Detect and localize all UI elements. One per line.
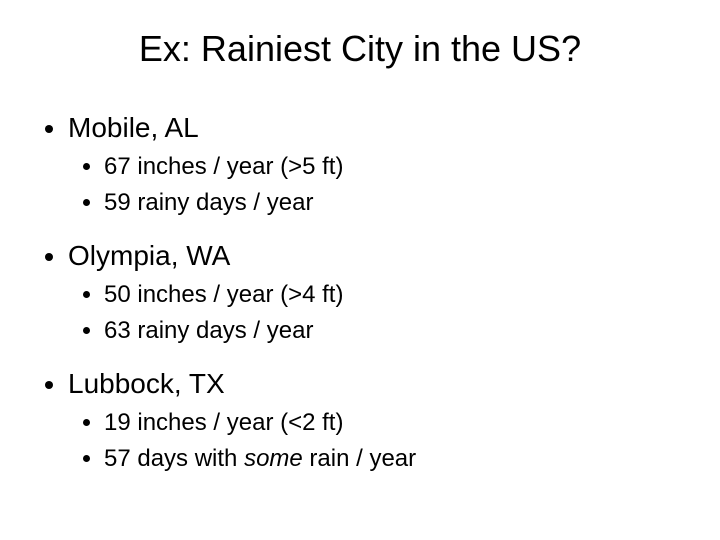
fact-item: 57 days with some rain / year bbox=[104, 443, 680, 475]
fact-item: 50 inches / year (>4 ft) bbox=[104, 279, 680, 311]
slide: Ex: Rainiest City in the US? Mobile, AL 6… bbox=[0, 0, 720, 540]
slide-title: Ex: Rainiest City in the US? bbox=[40, 28, 680, 70]
fact-list: 50 inches / year (>4 ft) 63 rainy days / … bbox=[68, 279, 680, 348]
fact-list: 19 inches / year (<2 ft) 57 days with som… bbox=[68, 407, 680, 476]
city-item: Olympia, WA 50 inches / year (>4 ft) 63 ra… bbox=[68, 238, 680, 348]
city-item: Lubbock, TX 19 inches / year (<2 ft) 57 da… bbox=[68, 366, 680, 476]
city-item: Mobile, AL 67 inches / year (>5 ft) 59 rai… bbox=[68, 110, 680, 220]
emphasis: some bbox=[244, 445, 303, 472]
fact-list: 67 inches / year (>5 ft) 59 rainy days / … bbox=[68, 151, 680, 220]
fact-item: 63 rainy days / year bbox=[104, 315, 680, 347]
fact-item: 59 rainy days / year bbox=[104, 187, 680, 219]
city-name: Mobile, AL bbox=[68, 112, 199, 143]
city-name: Lubbock, TX bbox=[68, 368, 225, 399]
city-name: Olympia, WA bbox=[68, 240, 230, 271]
bullet-list: Mobile, AL 67 inches / year (>5 ft) 59 rai… bbox=[40, 110, 680, 475]
fact-item: 19 inches / year (<2 ft) bbox=[104, 407, 680, 439]
fact-item: 67 inches / year (>5 ft) bbox=[104, 151, 680, 183]
